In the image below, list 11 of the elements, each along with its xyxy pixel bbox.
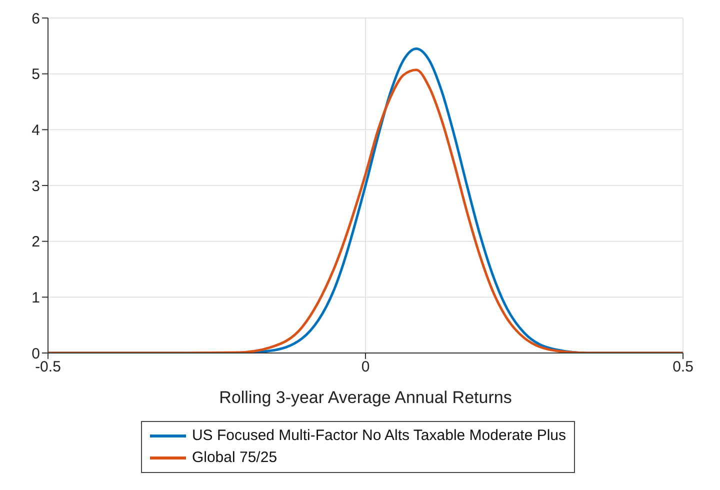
- y-tick-label: 3: [32, 178, 40, 195]
- legend-label: US Focused Multi-Factor No Alts Taxable Moderate Plus: [192, 426, 566, 446]
- x-axis-title: Rolling 3-year Average Annual Returns: [219, 388, 512, 407]
- y-tick-label: 5: [32, 66, 40, 84]
- legend-label: Global 75/25: [192, 448, 278, 468]
- y-tick-label: 6: [32, 10, 40, 28]
- y-tick-label: 4: [32, 122, 40, 139]
- x-tick-label: 0.5: [672, 358, 694, 376]
- y-tick-label: 1: [32, 289, 40, 306]
- y-tick-label: 2: [32, 234, 40, 251]
- x-tick-label: 0: [361, 358, 370, 376]
